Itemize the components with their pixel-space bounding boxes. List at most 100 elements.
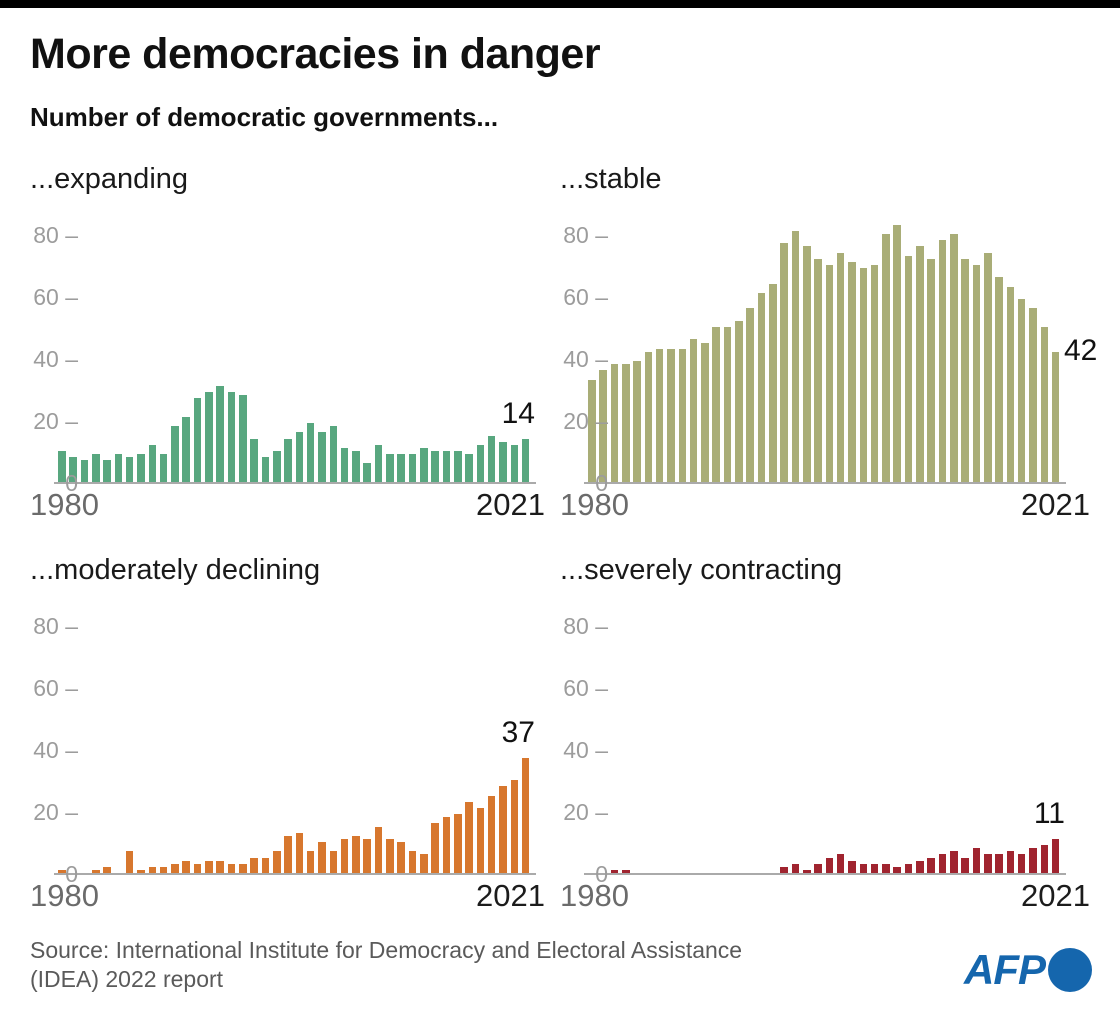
- bar: [904, 255, 913, 482]
- y-tick-label: 60 –: [33, 284, 78, 310]
- bar: [802, 246, 811, 482]
- bar: [780, 243, 788, 482]
- x-end-label: 2021: [1021, 487, 1090, 522]
- bar: [916, 860, 924, 873]
- bar: [295, 432, 304, 482]
- plot-area: 11 0 20 – 40 – 60 – 80 –: [560, 595, 1075, 887]
- x-axis-line: [54, 482, 536, 484]
- bar: [374, 826, 383, 873]
- bar: [904, 863, 913, 873]
- bar: [588, 379, 596, 482]
- bar: [1029, 848, 1037, 873]
- bar: [159, 454, 168, 482]
- bar: [510, 780, 519, 873]
- bar: [916, 246, 924, 482]
- y-tick-label: 20 –: [563, 408, 608, 434]
- bar: [927, 857, 935, 873]
- bar: [374, 444, 383, 482]
- bar: [521, 438, 530, 482]
- bar: [114, 454, 123, 482]
- source-note: Source: International Institute for Demo…: [30, 936, 830, 994]
- bar: [250, 857, 258, 873]
- bar: [633, 361, 641, 482]
- bar: [408, 851, 417, 873]
- bar: [216, 860, 224, 873]
- bar: [58, 451, 66, 482]
- bar: [701, 342, 709, 482]
- y-tick-label: 80 –: [33, 613, 78, 639]
- bar: [893, 224, 902, 482]
- bar: [802, 869, 811, 873]
- bar: [465, 454, 473, 482]
- bar: [610, 869, 619, 873]
- bar: [284, 835, 292, 873]
- bar: [893, 866, 902, 873]
- bar: [780, 866, 788, 873]
- bars: [58, 206, 530, 482]
- bar: [125, 851, 134, 873]
- bar: [91, 454, 100, 482]
- y-tick-label: 20 –: [33, 408, 78, 434]
- bar: [644, 351, 653, 482]
- bar: [723, 327, 732, 482]
- y-tick-label: 80 –: [33, 222, 78, 248]
- bar: [712, 327, 721, 482]
- bar: [352, 451, 360, 482]
- bar: [972, 265, 981, 482]
- bar: [171, 426, 179, 482]
- bar: [295, 832, 304, 873]
- bar: [397, 454, 405, 482]
- bar: [938, 240, 947, 482]
- bar: [995, 277, 1003, 482]
- bar: [329, 851, 338, 873]
- y-tick-label: 40 –: [563, 346, 608, 372]
- bar: [431, 451, 439, 482]
- bar: [476, 444, 485, 482]
- bar: [420, 447, 428, 482]
- bar: [329, 426, 338, 482]
- source-line-2: (IDEA) 2022 report: [30, 966, 224, 992]
- bar: [791, 230, 800, 482]
- plot-area: 42 0 20 – 40 – 60 – 80 –: [560, 204, 1097, 496]
- bar: [972, 848, 981, 873]
- page-subtitle: Number of democratic governments...: [30, 102, 499, 132]
- bar: [261, 857, 270, 873]
- y-tick-label: 20 –: [563, 799, 608, 825]
- bar: [746, 308, 754, 482]
- bar: [870, 265, 879, 482]
- bar: [1006, 851, 1015, 873]
- bar: [386, 454, 394, 482]
- bars: [588, 597, 1060, 873]
- bar: [510, 444, 519, 482]
- bar: [927, 258, 935, 482]
- bar: [171, 863, 179, 873]
- bar: [476, 807, 485, 873]
- bar: [961, 857, 969, 873]
- bars: [58, 597, 530, 873]
- bar: [148, 444, 157, 482]
- bar: [882, 863, 890, 873]
- bar: [318, 432, 326, 482]
- bar: [870, 863, 879, 873]
- x-end-label: 2021: [476, 878, 545, 913]
- bar: [227, 392, 236, 482]
- bar: [431, 823, 439, 873]
- bar: [58, 869, 66, 873]
- bar: [599, 370, 607, 482]
- bar: [1040, 327, 1049, 482]
- bar: [91, 869, 100, 873]
- afp-logo-text: AFP: [964, 946, 1046, 993]
- bar: [363, 463, 372, 482]
- bar: [1006, 286, 1015, 482]
- bar: [363, 838, 372, 873]
- y-tick-label: 60 –: [563, 675, 608, 701]
- bar: [814, 863, 822, 873]
- y-tick-label: 20 –: [33, 799, 78, 825]
- bar: [848, 261, 856, 482]
- bar: [420, 854, 428, 873]
- bar: [1051, 351, 1060, 482]
- bar: [125, 457, 134, 482]
- y-tick-label: 60 –: [563, 284, 608, 310]
- chart-severely-contracting: ...severely contracting 11 0 20 – 40 – 60 –…: [560, 551, 1090, 914]
- end-value-label: 37: [501, 716, 535, 750]
